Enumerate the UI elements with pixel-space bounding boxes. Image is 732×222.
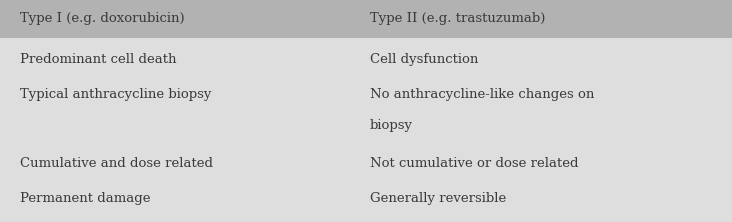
Text: Type II (e.g. trastuzumab): Type II (e.g. trastuzumab) bbox=[370, 12, 545, 25]
Text: Permanent damage: Permanent damage bbox=[20, 192, 151, 205]
Text: Predominant cell death: Predominant cell death bbox=[20, 54, 177, 66]
Text: Type I (e.g. doxorubicin): Type I (e.g. doxorubicin) bbox=[20, 12, 185, 25]
Bar bbox=[0, 0, 732, 38]
Text: Typical anthracycline biopsy: Typical anthracycline biopsy bbox=[20, 88, 212, 101]
Text: Generally reversible: Generally reversible bbox=[370, 192, 506, 205]
Text: biopsy: biopsy bbox=[370, 119, 413, 132]
Text: Not cumulative or dose related: Not cumulative or dose related bbox=[370, 157, 578, 170]
Text: Cell dysfunction: Cell dysfunction bbox=[370, 54, 478, 66]
Text: Cumulative and dose related: Cumulative and dose related bbox=[20, 157, 214, 170]
Text: No anthracycline-like changes on: No anthracycline-like changes on bbox=[370, 88, 594, 101]
